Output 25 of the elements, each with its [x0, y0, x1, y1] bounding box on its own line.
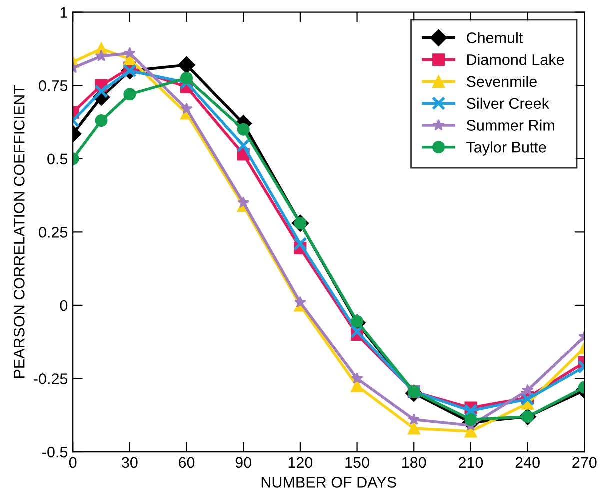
x-tick-label: 180 [402, 457, 426, 468]
legend-label: Diamond Lake [468, 54, 564, 66]
y-tick-label: 0 [60, 300, 68, 312]
x-tick-label: 240 [516, 457, 540, 468]
legend-label: Taylor Butte [466, 142, 546, 156]
x-tick-label: 210 [458, 457, 484, 468]
legend-label: Chemult [467, 32, 524, 44]
x-tick-label: 270 [572, 457, 597, 468]
y-tick-label: -0.5 [42, 446, 68, 458]
y-tick-label: 1 [60, 7, 68, 18]
y-tick-label: 0.75 [39, 80, 68, 92]
x-tick-label: 30 [122, 457, 138, 468]
x-tick-label: 150 [346, 457, 370, 468]
y-tick-label: -0.25 [34, 374, 68, 384]
x-tick-label: 120 [288, 457, 313, 468]
x-tick-label: 0 [69, 457, 77, 468]
legend-label: Sevenmile [466, 76, 537, 88]
legend-label: Summer Rim [466, 120, 554, 131]
y-tick-label: 0.25 [39, 227, 68, 238]
x-tick-label: 90 [236, 457, 252, 468]
x-tick-label: 60 [179, 457, 195, 468]
x-axis-title: NUMBER OF DAYS [262, 477, 396, 488]
legend-label: Silver Creek [466, 98, 550, 110]
y-axis-title: PEARSON CORRELATION COEFFICIENT [14, 85, 25, 378]
y-tick-label: 0.5 [48, 154, 68, 165]
